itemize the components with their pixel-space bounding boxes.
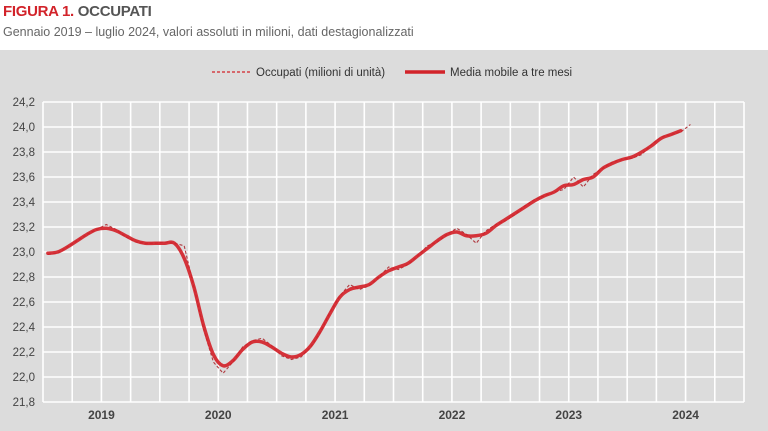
figure-label: FIGURA 1.	[3, 3, 74, 20]
chart-panel	[0, 50, 768, 431]
y-tick-label: 22,0	[13, 372, 35, 384]
legend: Occupati (milioni di unità) Media mobile…	[212, 67, 572, 79]
series-media-mobile-line	[46, 129, 683, 368]
x-tick-label: 2022	[439, 408, 466, 422]
y-tick-label: 23,0	[13, 247, 35, 259]
y-axis-ticks: 21,8 22,0 22,2 22,4 22,6 22,8 23,0 23,2 23,4 23,6…	[13, 97, 36, 409]
legend-label-media-mobile: Media mobile a tre mesi	[450, 67, 572, 79]
series-lines	[46, 124, 691, 375]
y-tick-label: 22,4	[13, 322, 36, 334]
x-tick-label: 2019	[88, 408, 115, 422]
y-tick-label: 22,8	[13, 272, 35, 284]
x-axis-ticks: 2019 2020 2021 2022 2023 2024	[88, 408, 699, 422]
grid	[42, 101, 745, 403]
y-tick-label: 23,2	[13, 222, 35, 234]
y-tick-label: 23,8	[13, 147, 35, 159]
y-tick-label: 22,2	[13, 347, 35, 359]
figure-subtitle: Gennaio 2019 – luglio 2024, valori assol…	[3, 25, 414, 39]
x-tick-label: 2021	[322, 408, 349, 422]
x-tick-label: 2020	[205, 408, 232, 422]
y-tick-label: 24,2	[13, 97, 35, 109]
x-tick-label: 2023	[555, 408, 582, 422]
y-tick-label: 24,0	[13, 122, 35, 134]
figure-title: FIGURA 1. OCCUPATI	[3, 3, 152, 20]
series-occupati-line	[47, 124, 691, 375]
x-tick-label: 2024	[672, 408, 699, 422]
y-tick-label: 23,6	[13, 172, 35, 184]
y-tick-label: 22,6	[13, 297, 35, 309]
y-tick-label: 23,4	[13, 197, 36, 209]
figure-title-text: OCCUPATI	[77, 3, 152, 20]
legend-label-occupati: Occupati (milioni di unità)	[256, 67, 385, 79]
y-tick-label: 21,8	[13, 397, 35, 409]
